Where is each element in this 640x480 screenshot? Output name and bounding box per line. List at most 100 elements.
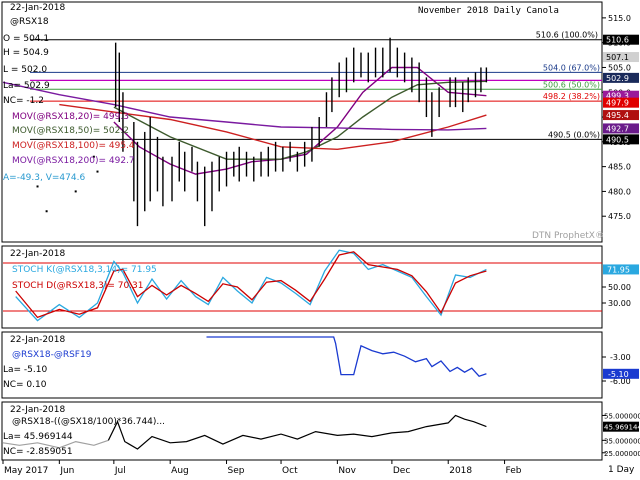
- ratio-line-1: [107, 414, 487, 450]
- price-badge-label-6: 492.7: [606, 124, 629, 133]
- spread-date: 22-Jan-2018: [10, 335, 66, 345]
- price-stray-point-3: [92, 155, 95, 158]
- x-tick-label-0: May 2017: [4, 466, 48, 476]
- price-badge-label-5: 495.4: [606, 111, 629, 120]
- x-tick-label-4: Sep: [228, 466, 245, 476]
- stoch-last-value-badge: 71.95: [603, 264, 639, 275]
- price-badge-label-7: 490.5: [606, 135, 629, 144]
- ma-legend-20: MOV(@RSX18,20)= 499.3: [12, 112, 129, 122]
- spread-last: La= -5.10: [3, 365, 47, 375]
- price-stray-point-1: [45, 210, 48, 213]
- price-badge-label-1: 507.1: [606, 53, 629, 62]
- price-badge-0: [603, 34, 639, 45]
- extra-stats: A=-49.3, V=474.6: [3, 173, 85, 183]
- price-y-tick-label-8: 515.0: [608, 14, 631, 23]
- ratio-last-value-badge: 45.969144: [603, 421, 640, 432]
- ratio-y-tick-label-2: 55.000000: [604, 412, 640, 420]
- fib-label-4: 490.5 (0.0%): [548, 130, 600, 139]
- ratio-last: La= 45.969144: [3, 432, 73, 442]
- ma-line-2: [59, 103, 487, 151]
- ratio-panel-frame: [1, 401, 603, 461]
- ma-line-3: [2, 81, 487, 131]
- price-badge-label-2: 502.9: [606, 74, 629, 83]
- x-tick-label-2: Jul: [114, 466, 126, 476]
- ma-legend-50: MOV(@RSX18,50)= 502.2: [12, 126, 129, 136]
- stoch-line-1: [15, 251, 487, 319]
- price-moving-averages: [2, 66, 487, 175]
- ohlc-net-change: NC= -1.2: [3, 96, 44, 106]
- chart-title: November 2018 Daily Canola: [418, 6, 559, 16]
- fib-label-3: 498.2 (38.2%): [543, 92, 600, 101]
- price-y-tick-label-6: 505.0: [608, 63, 631, 72]
- ma-legend-200: MOV(@RSX18,200)= 492.7: [12, 156, 135, 166]
- ratio-legend: @RSX18-((@SX18/100)*36.744)...: [12, 417, 165, 427]
- price-date: 22-Jan-2018: [10, 3, 66, 13]
- ratio-line-0: [2, 439, 109, 449]
- price-y-tick-label-0: 475.0: [608, 212, 631, 221]
- stoch-y-tick-label-1: 50.00: [608, 283, 631, 292]
- spread-y-axis: -3.00 -6.00: [602, 353, 631, 386]
- ohlc-open: O = 504.1: [3, 34, 49, 44]
- price-badge-4: [603, 97, 639, 108]
- ohlc-high: H = 504.9: [3, 48, 49, 58]
- panel-frames: [1, 1, 603, 461]
- watermark: DTN ProphetX®: [532, 231, 604, 241]
- spread-y-tick-label-1: -6.00: [610, 377, 631, 386]
- ratio-y-tick-label-1: 35.000000: [604, 437, 640, 445]
- price-bars: [36, 37, 488, 227]
- price-badge-7: [603, 134, 639, 145]
- x-tick-label-9: Feb: [506, 466, 522, 476]
- stoch-date: 22-Jan-2018: [10, 249, 66, 259]
- stoch-y-tick-label-0: 30.00: [608, 299, 631, 308]
- x-tick-label-8: 2018: [449, 466, 472, 476]
- fib-label-1: 504.0 (67.0%): [543, 63, 600, 72]
- time-x-axis: May 2017 Jun Jul Aug Sep Oct Nov Dec 2018 Feb: [2, 460, 522, 476]
- price-y-tick-label-1: 480.0: [608, 187, 631, 196]
- price-badge-label-0: 510.6: [606, 36, 629, 45]
- ratio-badge-label: 45.969144: [604, 424, 640, 432]
- x-tick-label-5: Oct: [282, 466, 298, 476]
- spread-legend: @RSX18-@RSF19: [12, 350, 92, 360]
- price-stray-point-2: [74, 190, 77, 193]
- price-y-tick-label-2: 485.0: [608, 163, 631, 172]
- stoch-panel-frame: [1, 245, 603, 329]
- price-badge-5: [603, 110, 639, 121]
- ratio-badge: [603, 421, 639, 432]
- x-tick-label-1: Jun: [59, 466, 74, 476]
- ratio-y-tick-label-0: 25.000000: [604, 450, 640, 458]
- price-badge-2: [603, 72, 639, 83]
- ma-line-1: [113, 80, 487, 160]
- stoch-lines: [3, 249, 602, 322]
- spread-badge-label: -5.10: [608, 370, 629, 379]
- spread-badge: [603, 368, 639, 379]
- price-stray-point-0: [36, 185, 39, 188]
- spread-last-value-badge: -5.10: [603, 368, 639, 379]
- ratio-lines: [2, 414, 487, 450]
- ma-legend-100: MOV(@RSX18,100)= 495.4: [12, 141, 135, 151]
- stoch-badge: [603, 264, 639, 275]
- price-badge-label-3: 499.3: [606, 92, 629, 101]
- price-badge-1: [603, 52, 639, 63]
- ratio-y-axis: 25.000000 35.000000 55.000000: [602, 412, 640, 458]
- ohlc-last: La= 502.9: [3, 81, 50, 91]
- spread-line-0: [206, 336, 487, 377]
- spread-panel-frame: [1, 331, 603, 399]
- x-tick-label-7: Dec: [393, 466, 410, 476]
- fib-label-2: 500.6 (50.0%): [543, 80, 600, 89]
- stoch-k-legend: STOCH K(@RSX18,3,14)= 71.95: [12, 265, 157, 275]
- spread-net-change: NC= 0.10: [3, 380, 47, 390]
- price-panel-frame: [1, 1, 603, 243]
- price-badge-label-4: 497.9: [606, 99, 629, 108]
- price-badge-6: [603, 123, 639, 134]
- price-badge-3: [603, 90, 639, 101]
- ma-line-0: [113, 66, 487, 175]
- stoch-d-legend: STOCH D(@RSX18,3)= 70.31: [12, 281, 144, 291]
- spread-lines: [206, 336, 487, 377]
- fib-level-labels: 510.6 (100.0%) 504.0 (67.0%) 500.6 (50.0%)…: [536, 31, 600, 140]
- spread-y-tick-label-0: -3.00: [610, 353, 631, 362]
- ohlc-low: L = 502.0: [3, 65, 47, 75]
- fib-label-0: 510.6 (100.0%): [536, 31, 598, 40]
- stoch-y-axis: 30.00 50.00: [602, 283, 631, 308]
